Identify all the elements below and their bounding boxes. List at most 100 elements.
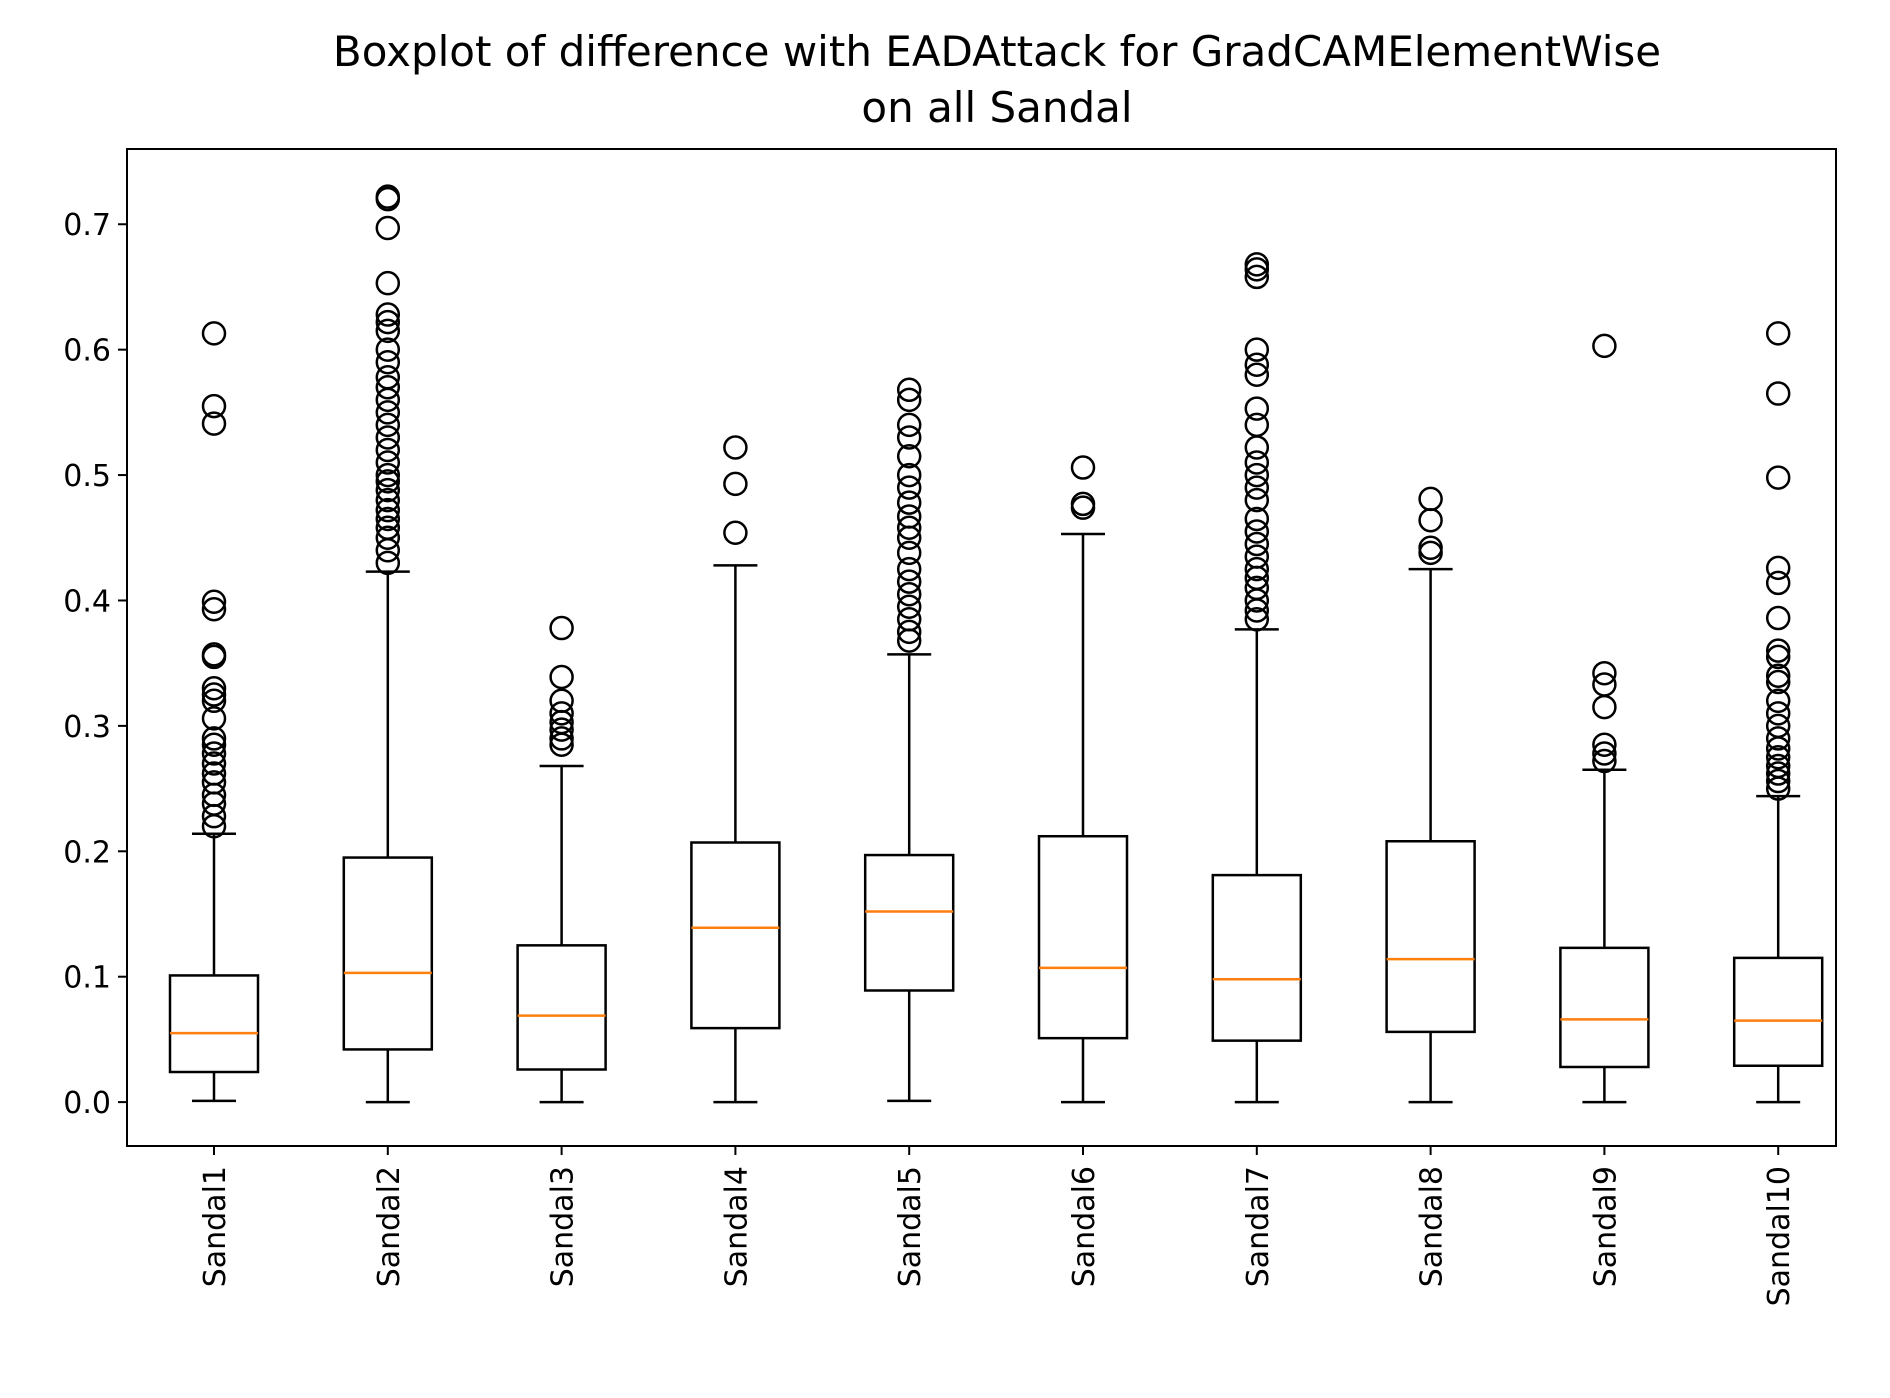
box-group-sandal10: [1732, 321, 1824, 1104]
outlier-point: [1418, 535, 1443, 561]
outlier-point: [1070, 495, 1096, 520]
outlier-point: [201, 732, 227, 757]
outlier-point: [201, 676, 227, 701]
outlier-point: [1765, 638, 1791, 663]
outlier-point: [375, 462, 401, 488]
outlier-point: [1592, 732, 1617, 757]
outlier-point: [549, 717, 574, 742]
box-group-sandal6: [1037, 455, 1129, 1104]
outlier-point: [1244, 519, 1270, 544]
outlier-point: [375, 387, 401, 413]
outlier-point: [1244, 607, 1270, 632]
x-tick-label: Sandal9: [1588, 1166, 1623, 1287]
outlier-point: [375, 469, 401, 494]
outlier-point: [1244, 337, 1270, 362]
outlier-point: [1765, 736, 1791, 761]
outlier-point: [201, 393, 227, 419]
outlier-point: [201, 682, 227, 707]
y-axis: 0.0 0.1 0.2 0.3 0.4 0.5 0.6 0.7: [63, 208, 127, 1121]
outlier-point: [1244, 412, 1270, 438]
y-tick-label: 0.6: [63, 334, 111, 369]
outlier-point: [1244, 531, 1270, 557]
outlier-point: [1592, 333, 1617, 359]
outlier-point: [375, 318, 401, 344]
box-group-sandal3: [516, 615, 607, 1104]
outlier-point: [549, 701, 574, 726]
box-group-sandal4: [690, 435, 781, 1104]
outlier-point: [896, 515, 922, 540]
outlier-point: [896, 569, 922, 594]
outlier-point: [896, 377, 922, 403]
x-tick-label: Sandal7: [1241, 1166, 1276, 1287]
outlier-point: [1592, 741, 1617, 766]
outlier-point: [1244, 506, 1270, 532]
outlier-point: [1765, 381, 1791, 406]
outlier-point: [375, 349, 401, 375]
outlier-point: [896, 387, 922, 413]
x-tick-label: Sandal1: [198, 1166, 233, 1287]
outlier-point: [1765, 663, 1791, 688]
outlier-point: [375, 375, 401, 400]
outlier-point: [1244, 257, 1270, 282]
outlier-point: [1418, 540, 1443, 566]
x-tick-label: Sandal8: [1415, 1166, 1450, 1287]
iqr-box: [168, 974, 260, 1074]
box-group-sandal9: [1559, 333, 1650, 1104]
iqr-box: [1037, 834, 1129, 1040]
outlier-point: [201, 321, 227, 346]
outlier-point: [1244, 598, 1270, 623]
x-tick-label: Sandal4: [719, 1166, 754, 1287]
outlier-point: [375, 497, 401, 523]
outlier-point: [1244, 396, 1270, 421]
outlier-point: [896, 425, 922, 450]
outlier-point: [375, 450, 401, 475]
y-tick-label: 0.7: [63, 208, 111, 243]
outlier-point: [375, 400, 401, 425]
outlier-point: [201, 688, 227, 714]
outlier-point: [1765, 701, 1791, 726]
outlier-point: [375, 337, 401, 362]
iqr-box: [1211, 873, 1303, 1042]
outlier-point: [1244, 556, 1270, 582]
outlier-point: [896, 412, 922, 438]
outlier-point: [1765, 761, 1791, 786]
outlier-point: [896, 475, 922, 500]
outlier-point: [1765, 570, 1791, 596]
outlier-point: [1244, 252, 1270, 277]
outlier-point: [1765, 713, 1791, 739]
outlier-point: [201, 741, 227, 766]
outlier-point: [896, 581, 922, 607]
outlier-point: [549, 732, 574, 757]
outlier-point: [375, 525, 401, 551]
outlier-point: [201, 706, 227, 731]
outlier-point: [549, 726, 574, 751]
y-tick-label: 0.1: [63, 961, 111, 996]
outlier-point: [549, 615, 574, 641]
outlier-point: [201, 644, 227, 670]
outlier-point: [1244, 264, 1270, 290]
outlier-point: [1244, 475, 1270, 500]
outlier-point: [549, 664, 574, 690]
outlier-point: [896, 490, 922, 515]
outlier-point: [375, 550, 401, 576]
iqr-box: [342, 856, 434, 1051]
outlier-point: [375, 538, 401, 563]
outlier-point: [375, 437, 401, 463]
outlier-point: [1765, 726, 1791, 751]
outlier-point: [1244, 362, 1270, 387]
outlier-point: [896, 462, 922, 488]
outlier-point: [1765, 688, 1791, 714]
iqr-box: [1732, 956, 1824, 1067]
outlier-point: [1592, 748, 1617, 774]
outlier-point: [1765, 555, 1791, 581]
outlier-point: [896, 628, 922, 653]
iqr-box: [516, 944, 607, 1071]
outlier-point: [375, 270, 401, 296]
outlier-point: [723, 435, 748, 460]
outlier-point: [201, 597, 227, 622]
outlier-point: [1244, 352, 1270, 377]
x-tick-label: Sandal10: [1762, 1166, 1797, 1306]
outlier-point: [1765, 605, 1791, 631]
outlier-point: [896, 525, 922, 551]
outlier-point: [1418, 507, 1443, 533]
